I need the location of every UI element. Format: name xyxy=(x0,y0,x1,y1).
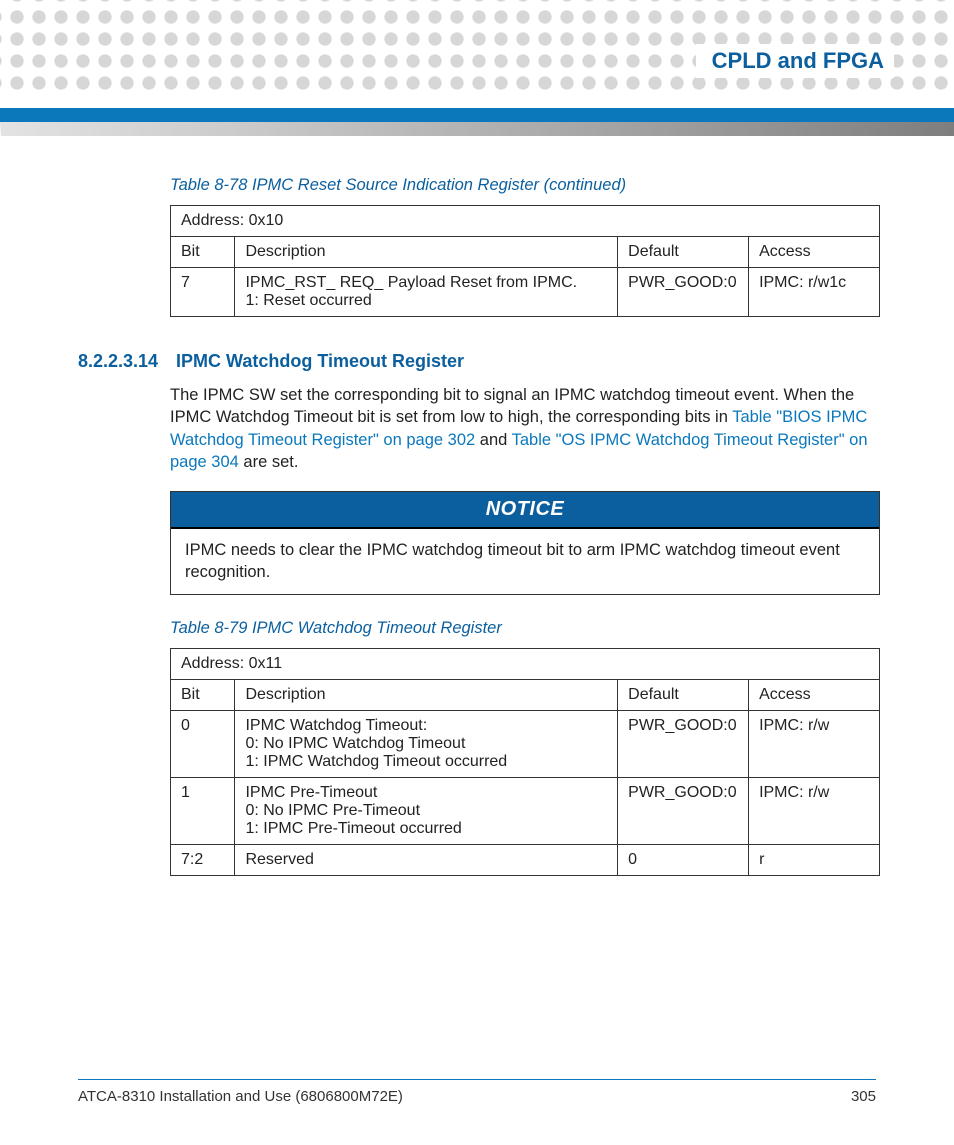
para-text: and xyxy=(475,431,511,449)
desc-line: 1: IPMC Pre-Timeout occurred xyxy=(245,820,461,837)
cell-access: r xyxy=(749,844,880,875)
cell-default: PWR_GOOD:0 xyxy=(618,777,749,844)
page-footer: ATCA-8310 Installation and Use (6806800M… xyxy=(78,1079,876,1105)
page-content: Table 8-78 IPMC Reset Source Indication … xyxy=(0,176,954,876)
table-row: 7:2 Reserved 0 r xyxy=(171,844,880,875)
cell-bit: 7:2 xyxy=(171,844,235,875)
notice-label: NOTICE xyxy=(171,492,879,529)
col-header-desc: Description xyxy=(235,679,618,710)
desc-line: IPMC Watchdog Timeout: xyxy=(245,717,427,734)
cell-bit: 1 xyxy=(171,777,235,844)
cell-access: IPMC: r/w xyxy=(749,777,880,844)
desc-line: IPMC Pre-Timeout xyxy=(245,784,377,801)
footer-page-number: 305 xyxy=(851,1088,876,1105)
section-number: 8.2.2.3.14 xyxy=(78,351,168,372)
cell-desc: IPMC Watchdog Timeout: 0: No IPMC Watchd… xyxy=(235,710,618,777)
col-header-default: Default xyxy=(618,237,749,268)
cell-bit: 0 xyxy=(171,710,235,777)
col-header-default: Default xyxy=(618,679,749,710)
header-blue-bar xyxy=(0,108,954,122)
chapter-title: CPLD and FPGA xyxy=(696,44,894,78)
table-address: Address: 0x10 xyxy=(171,206,880,237)
col-header-access: Access xyxy=(749,237,880,268)
table-row: 1 IPMC Pre-Timeout 0: No IPMC Pre-Timeou… xyxy=(171,777,880,844)
desc-line: 0: No IPMC Watchdog Timeout xyxy=(245,735,465,752)
table-row: Bit Description Default Access xyxy=(171,679,880,710)
desc-line: 0: No IPMC Pre-Timeout xyxy=(245,802,420,819)
cell-default: 0 xyxy=(618,844,749,875)
section-heading: 8.2.2.3.14 IPMC Watchdog Timeout Registe… xyxy=(78,351,876,372)
table-79: Address: 0x11 Bit Description Default Ac… xyxy=(170,648,880,876)
section-paragraph: The IPMC SW set the corresponding bit to… xyxy=(170,384,876,473)
table-79-caption: Table 8-79 IPMC Watchdog Timeout Registe… xyxy=(170,619,876,638)
header-grey-wedge xyxy=(0,122,954,136)
cell-access: IPMC: r/w xyxy=(749,710,880,777)
page-header: CPLD and FPGA xyxy=(0,0,954,78)
table-78-caption: Table 8-78 IPMC Reset Source Indication … xyxy=(170,176,876,195)
desc-line: 1: IPMC Watchdog Timeout occurred xyxy=(245,753,507,770)
cell-desc: IPMC_RST_ REQ_ Payload Reset from IPMC. … xyxy=(235,268,618,317)
table-78: Address: 0x10 Bit Description Default Ac… xyxy=(170,205,880,317)
table-row: 7 IPMC_RST_ REQ_ Payload Reset from IPMC… xyxy=(171,268,880,317)
table-row: 0 IPMC Watchdog Timeout: 0: No IPMC Watc… xyxy=(171,710,880,777)
col-header-access: Access xyxy=(749,679,880,710)
cell-desc: Reserved xyxy=(235,844,618,875)
para-text: are set. xyxy=(239,453,299,471)
table-row: Bit Description Default Access xyxy=(171,237,880,268)
cell-default: PWR_GOOD:0 xyxy=(618,710,749,777)
notice-box: NOTICE IPMC needs to clear the IPMC watc… xyxy=(170,491,880,595)
cell-default: PWR_GOOD:0 xyxy=(618,268,749,317)
cell-desc: IPMC Pre-Timeout 0: No IPMC Pre-Timeout … xyxy=(235,777,618,844)
desc-line: IPMC_RST_ REQ_ Payload Reset from IPMC. xyxy=(245,274,577,291)
cell-bit: 7 xyxy=(171,268,235,317)
section-title: IPMC Watchdog Timeout Register xyxy=(176,351,464,372)
footer-doc-title: ATCA-8310 Installation and Use (6806800M… xyxy=(78,1088,403,1105)
notice-body: IPMC needs to clear the IPMC watchdog ti… xyxy=(171,529,879,594)
desc-line: 1: Reset occurred xyxy=(245,292,371,309)
col-header-bit: Bit xyxy=(171,679,235,710)
table-row: Address: 0x11 xyxy=(171,648,880,679)
cell-access: IPMC: r/w1c xyxy=(749,268,880,317)
table-row: Address: 0x10 xyxy=(171,206,880,237)
col-header-desc: Description xyxy=(235,237,618,268)
col-header-bit: Bit xyxy=(171,237,235,268)
table-address: Address: 0x11 xyxy=(171,648,880,679)
